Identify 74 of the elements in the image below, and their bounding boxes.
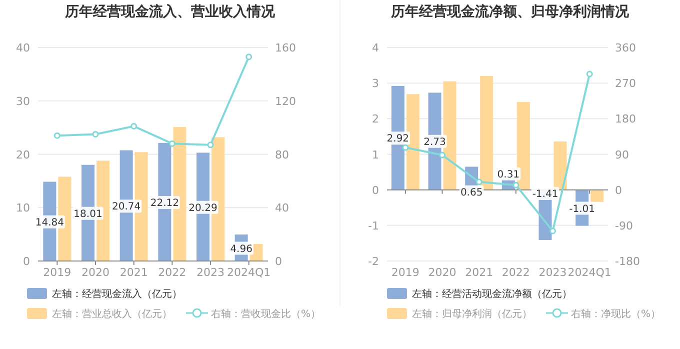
x-tick-label: 2019 bbox=[43, 266, 72, 279]
point bbox=[439, 152, 446, 158]
x-tick-label: 2024Q1 bbox=[568, 266, 612, 279]
point bbox=[54, 132, 60, 139]
bar bbox=[443, 81, 456, 190]
y2-tick-label: 360 bbox=[615, 42, 636, 54]
point bbox=[512, 182, 520, 188]
legend-label: 右轴：营收现金比（%） bbox=[211, 308, 321, 320]
y2-tick-label: 180 bbox=[615, 112, 636, 126]
y-tick-label: 40 bbox=[16, 42, 30, 54]
x-tick-label: 2022 bbox=[502, 266, 530, 279]
x-tick-label: 2019 bbox=[391, 266, 420, 279]
x-tick-label: 2024Q1 bbox=[227, 266, 271, 279]
legend-label: 左轴：经营活动现金流净额（亿元） bbox=[412, 288, 572, 300]
bar bbox=[406, 94, 420, 190]
data-label: 20.74 bbox=[112, 202, 141, 213]
data-label: 0.65 bbox=[460, 187, 483, 198]
bar bbox=[516, 102, 530, 190]
y-tick-label: -1 bbox=[368, 219, 379, 232]
bar bbox=[590, 190, 604, 202]
x-tick-label: 2023 bbox=[538, 266, 567, 279]
legend-label: 左轴：营业总收入（亿元） bbox=[52, 308, 172, 320]
y-tick-label: -2 bbox=[368, 255, 379, 268]
x-tick-label: 2021 bbox=[465, 266, 494, 279]
legend-label: 右轴：净现比（%） bbox=[571, 308, 661, 320]
point bbox=[130, 122, 138, 130]
data-label: 22.12 bbox=[150, 198, 179, 209]
point bbox=[476, 178, 482, 186]
y2-tick-label: 120 bbox=[275, 94, 296, 108]
y-tick-label: 20 bbox=[16, 148, 30, 162]
y-tick-label: 10 bbox=[16, 202, 30, 215]
x-tick-label: 2022 bbox=[158, 266, 186, 279]
y2-tick-label: 160 bbox=[275, 42, 296, 54]
point bbox=[207, 142, 214, 148]
point bbox=[550, 228, 556, 234]
y-tick-label: 4 bbox=[372, 42, 379, 54]
chart-title: 历年经营现金流净额、归母净利润情况 bbox=[390, 3, 630, 20]
legend-label: 左轴：归母净利润（亿元） bbox=[412, 308, 532, 320]
data-label: 14.84 bbox=[35, 217, 64, 228]
y-tick-label: 0 bbox=[23, 255, 30, 268]
point bbox=[92, 130, 99, 138]
point bbox=[586, 70, 593, 78]
chart-title: 历年经营现金流入、营业收入情况 bbox=[64, 3, 276, 20]
x-tick-label: 2020 bbox=[428, 266, 456, 279]
data-label: -1.41 bbox=[532, 188, 558, 200]
data-label: 2.73 bbox=[424, 136, 446, 148]
y-tick-label: 1 bbox=[372, 148, 379, 162]
y-tick-label: 2 bbox=[372, 112, 379, 126]
y2-tick-label: 0 bbox=[615, 184, 622, 197]
bar bbox=[480, 76, 494, 190]
y2-tick-label: -90 bbox=[615, 219, 633, 232]
y2-tick-label: 90 bbox=[615, 148, 629, 162]
legend-label: 左轴：经营现金流入（亿元） bbox=[52, 288, 182, 300]
data-label: 0.31 bbox=[497, 169, 520, 180]
y-tick-label: 3 bbox=[372, 77, 379, 90]
y-tick-label: 30 bbox=[16, 94, 30, 108]
y2-tick-label: 80 bbox=[275, 148, 289, 162]
y2-tick-label: 40 bbox=[275, 202, 289, 215]
point bbox=[168, 140, 176, 147]
y2-tick-label: 270 bbox=[615, 77, 636, 90]
data-label: 4.96 bbox=[230, 244, 252, 255]
bar bbox=[554, 141, 567, 190]
y2-tick-label: -180 bbox=[615, 255, 640, 268]
point bbox=[402, 144, 409, 151]
point bbox=[246, 54, 252, 60]
x-tick-label: 2023 bbox=[196, 266, 224, 279]
data-label: 18.01 bbox=[74, 208, 102, 220]
x-tick-label: 2021 bbox=[120, 266, 148, 279]
data-label: 20.29 bbox=[188, 202, 218, 214]
y2-tick-label: 0 bbox=[275, 255, 282, 268]
x-tick-label: 2020 bbox=[82, 266, 110, 279]
data-label: 2.92 bbox=[386, 134, 410, 145]
data-label: -1.01 bbox=[569, 204, 596, 215]
y-tick-label: 0 bbox=[372, 184, 379, 197]
